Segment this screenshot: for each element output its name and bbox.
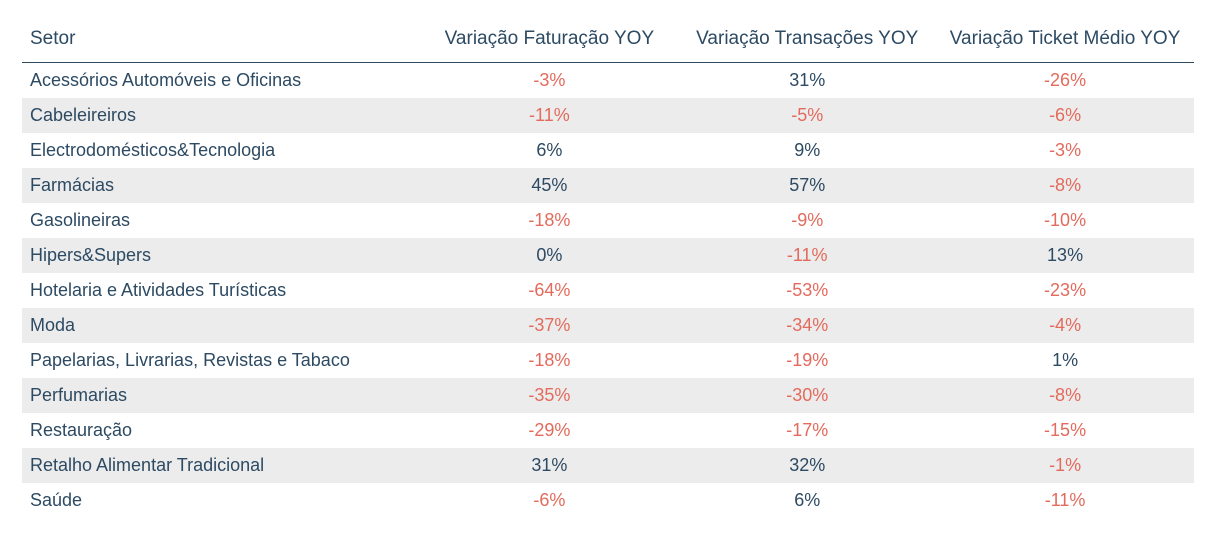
table-row: Restauração-29%-17%-15%	[22, 413, 1194, 448]
cell-transacoes: 57%	[678, 168, 936, 203]
table-row: Hipers&Supers0%-11%13%	[22, 238, 1194, 273]
col-header-setor: Setor	[22, 18, 420, 63]
cell-transacoes: 32%	[678, 448, 936, 483]
cell-faturacao: -3%	[420, 63, 678, 99]
cell-transacoes: -53%	[678, 273, 936, 308]
cell-ticket: -11%	[936, 483, 1194, 518]
cell-transacoes: 9%	[678, 133, 936, 168]
cell-faturacao: -11%	[420, 98, 678, 133]
table-header-row: Setor Variação Faturação YOY Variação Tr…	[22, 18, 1194, 63]
cell-ticket: -10%	[936, 203, 1194, 238]
cell-sector: Cabeleireiros	[22, 98, 420, 133]
table-row: Papelarias, Livrarias, Revistas e Tabaco…	[22, 343, 1194, 378]
cell-faturacao: -35%	[420, 378, 678, 413]
cell-faturacao: -6%	[420, 483, 678, 518]
cell-ticket: -1%	[936, 448, 1194, 483]
cell-transacoes: -19%	[678, 343, 936, 378]
table-row: Gasolineiras-18%-9%-10%	[22, 203, 1194, 238]
table-row: Saúde-6%6%-11%	[22, 483, 1194, 518]
cell-transacoes: -9%	[678, 203, 936, 238]
cell-ticket: -3%	[936, 133, 1194, 168]
cell-transacoes: 31%	[678, 63, 936, 99]
cell-faturacao: -18%	[420, 343, 678, 378]
cell-sector: Retalho Alimentar Tradicional	[22, 448, 420, 483]
cell-faturacao: 45%	[420, 168, 678, 203]
cell-ticket: 13%	[936, 238, 1194, 273]
cell-ticket: -23%	[936, 273, 1194, 308]
cell-faturacao: 31%	[420, 448, 678, 483]
cell-ticket: -4%	[936, 308, 1194, 343]
cell-transacoes: -5%	[678, 98, 936, 133]
cell-faturacao: -29%	[420, 413, 678, 448]
yoy-variation-table: Setor Variação Faturação YOY Variação Tr…	[22, 18, 1194, 518]
table-row: Electrodomésticos&Tecnologia6%9%-3%	[22, 133, 1194, 168]
table-row: Cabeleireiros-11%-5%-6%	[22, 98, 1194, 133]
cell-transacoes: -11%	[678, 238, 936, 273]
cell-faturacao: 0%	[420, 238, 678, 273]
table-row: Acessórios Automóveis e Oficinas-3%31%-2…	[22, 63, 1194, 99]
cell-sector: Papelarias, Livrarias, Revistas e Tabaco	[22, 343, 420, 378]
table-row: Hotelaria e Atividades Turísticas-64%-53…	[22, 273, 1194, 308]
cell-transacoes: -17%	[678, 413, 936, 448]
cell-sector: Electrodomésticos&Tecnologia	[22, 133, 420, 168]
cell-sector: Hipers&Supers	[22, 238, 420, 273]
table-row: Perfumarias-35%-30%-8%	[22, 378, 1194, 413]
cell-faturacao: -64%	[420, 273, 678, 308]
cell-sector: Farmácias	[22, 168, 420, 203]
cell-faturacao: -18%	[420, 203, 678, 238]
table-row: Moda-37%-34%-4%	[22, 308, 1194, 343]
table-row: Retalho Alimentar Tradicional31%32%-1%	[22, 448, 1194, 483]
cell-faturacao: -37%	[420, 308, 678, 343]
cell-transacoes: -34%	[678, 308, 936, 343]
cell-sector: Gasolineiras	[22, 203, 420, 238]
cell-faturacao: 6%	[420, 133, 678, 168]
cell-ticket: -26%	[936, 63, 1194, 99]
cell-ticket: -6%	[936, 98, 1194, 133]
cell-sector: Acessórios Automóveis e Oficinas	[22, 63, 420, 99]
col-header-ticket: Variação Ticket Médio YOY	[936, 18, 1194, 63]
col-header-faturacao: Variação Faturação YOY	[420, 18, 678, 63]
cell-ticket: -8%	[936, 378, 1194, 413]
cell-sector: Saúde	[22, 483, 420, 518]
table-body: Acessórios Automóveis e Oficinas-3%31%-2…	[22, 63, 1194, 519]
cell-ticket: -8%	[936, 168, 1194, 203]
cell-transacoes: -30%	[678, 378, 936, 413]
cell-sector: Restauração	[22, 413, 420, 448]
cell-sector: Moda	[22, 308, 420, 343]
cell-ticket: -15%	[936, 413, 1194, 448]
col-header-transacoes: Variação Transações YOY	[678, 18, 936, 63]
cell-transacoes: 6%	[678, 483, 936, 518]
table-row: Farmácias45%57%-8%	[22, 168, 1194, 203]
cell-sector: Perfumarias	[22, 378, 420, 413]
cell-sector: Hotelaria e Atividades Turísticas	[22, 273, 420, 308]
cell-ticket: 1%	[936, 343, 1194, 378]
